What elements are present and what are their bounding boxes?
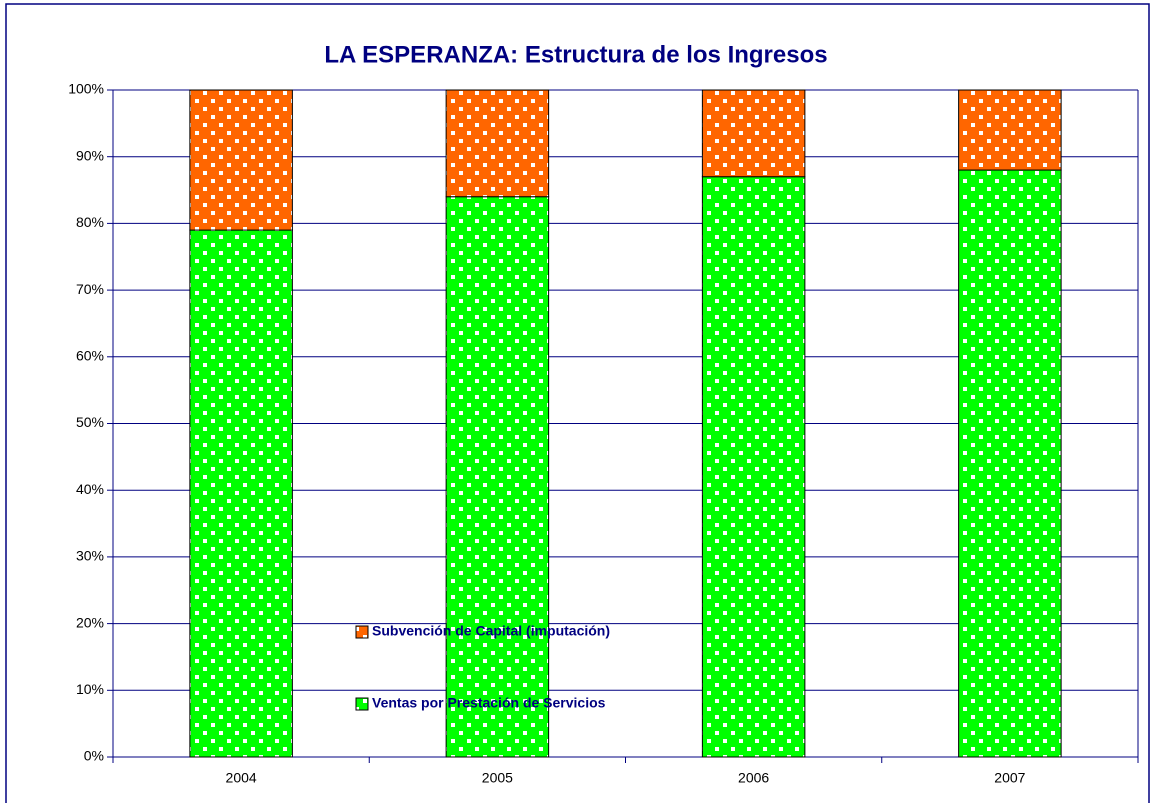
x-tick-label: 2005 (482, 770, 513, 786)
y-tick-label: 50% (76, 414, 104, 430)
bar-segment (701, 176, 806, 758)
y-tick-label: 10% (76, 681, 104, 697)
y-tick-label: 20% (76, 614, 104, 630)
bar-segment (701, 89, 806, 178)
x-tick-label: 2004 (226, 770, 257, 786)
y-tick-label: 0% (84, 748, 104, 764)
y-tick-label: 100% (68, 81, 104, 97)
legend-swatch (355, 625, 369, 639)
y-tick-label: 90% (76, 147, 104, 163)
legend-label: Subvención de Capital (imputación) (372, 623, 610, 639)
legend-label: Ventas por Prestación de Servicios (372, 695, 606, 711)
bar-segment (445, 89, 550, 198)
bar-segment (958, 169, 1062, 758)
chart-title: LA ESPERANZA: Estructura de los Ingresos (324, 41, 827, 68)
bar-segment (445, 196, 550, 758)
y-tick-label: 80% (76, 214, 104, 230)
bar-segment (189, 89, 293, 231)
y-tick-label: 70% (76, 281, 104, 297)
x-tick-label: 2007 (994, 770, 1025, 786)
y-tick-label: 40% (76, 481, 104, 497)
legend-swatch (355, 697, 369, 711)
y-tick-label: 30% (76, 548, 104, 564)
bar-segment (958, 89, 1062, 171)
bar-segment (189, 229, 293, 758)
y-tick-label: 60% (76, 348, 104, 364)
x-tick-label: 2006 (738, 770, 769, 786)
